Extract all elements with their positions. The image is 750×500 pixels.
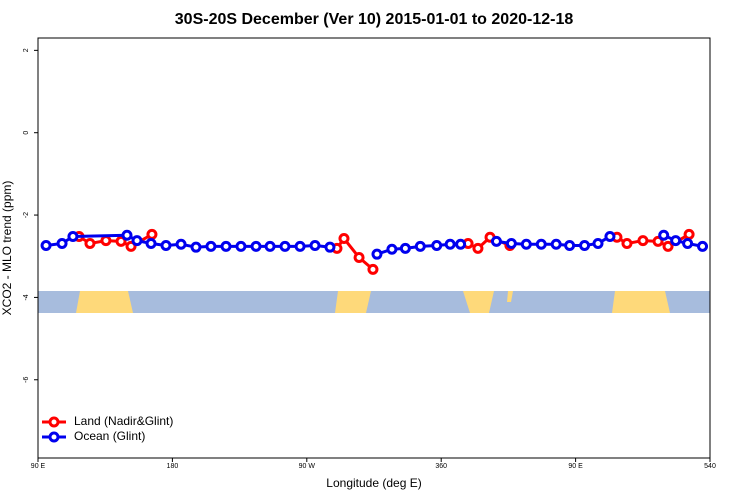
x-tick-label: 540 (704, 463, 716, 470)
y-tick-label: -4 (23, 294, 30, 300)
y-axis-label: XCO2 - MLO trend (ppm) (0, 181, 14, 316)
data-point (386, 243, 398, 255)
x-tick-label: 90 W (299, 463, 316, 470)
data-point (294, 240, 306, 252)
data-point (683, 228, 695, 240)
data-point (444, 238, 456, 250)
y-tick-label: -6 (23, 377, 30, 383)
data-point (235, 240, 247, 252)
y-tick-label: 2 (23, 48, 30, 52)
x-tick-label: 90 E (31, 463, 46, 470)
data-point (472, 242, 484, 254)
data-point (145, 237, 157, 249)
data-point (220, 240, 232, 252)
map-strip (38, 291, 710, 313)
data-point (670, 235, 682, 247)
x-axis-label: Longitude (deg E) (326, 476, 421, 490)
data-point (67, 230, 79, 242)
data-point (414, 240, 426, 252)
data-point (56, 237, 68, 249)
data-point (367, 263, 379, 275)
data-point (662, 240, 674, 252)
legend-marker (48, 431, 60, 443)
data-point (535, 238, 547, 250)
data-point (324, 241, 336, 253)
data-point (431, 240, 443, 252)
y-tick-label: 0 (23, 131, 30, 135)
data-point (621, 237, 633, 249)
data-point (455, 238, 467, 250)
data-point (131, 235, 143, 247)
x-tick-label: 180 (167, 463, 179, 470)
data-point (604, 230, 616, 242)
x-tick-label: 360 (435, 463, 447, 470)
plot-frame (37, 37, 711, 459)
data-point (637, 235, 649, 247)
data-point (250, 240, 262, 252)
legend-label: Land (Nadir&Glint) (74, 414, 173, 428)
data-point (190, 241, 202, 253)
data-point (353, 251, 365, 263)
data-point (564, 240, 576, 252)
y-tick-label: -2 (23, 212, 30, 218)
data-point (505, 237, 517, 249)
data-point (279, 240, 291, 252)
data-point (697, 240, 709, 252)
chart-title: 30S-20S December (Ver 10) 2015-01-01 to … (175, 11, 574, 28)
data-point (399, 242, 411, 254)
data-point (121, 229, 133, 241)
legend-label: Ocean (Glint) (74, 429, 145, 443)
legend-marker (48, 416, 60, 428)
data-point (100, 235, 112, 247)
data-point (682, 237, 694, 249)
data-point (579, 240, 591, 252)
data-point (520, 238, 532, 250)
data-point (338, 233, 350, 245)
data-point (160, 240, 172, 252)
data-point (264, 240, 276, 252)
data-point (175, 238, 187, 250)
data-point (550, 238, 562, 250)
x-tick-label: 90 E (568, 463, 583, 470)
data-point (652, 235, 664, 247)
data-point (658, 229, 670, 241)
data-point (309, 240, 321, 252)
data-point (592, 237, 604, 249)
data-point (40, 240, 52, 252)
data-point (205, 240, 217, 252)
series-line (78, 233, 690, 271)
data-point (490, 235, 502, 247)
data-point (115, 235, 127, 247)
data-point (84, 237, 96, 249)
data-point (146, 228, 158, 240)
data-point (371, 248, 383, 260)
